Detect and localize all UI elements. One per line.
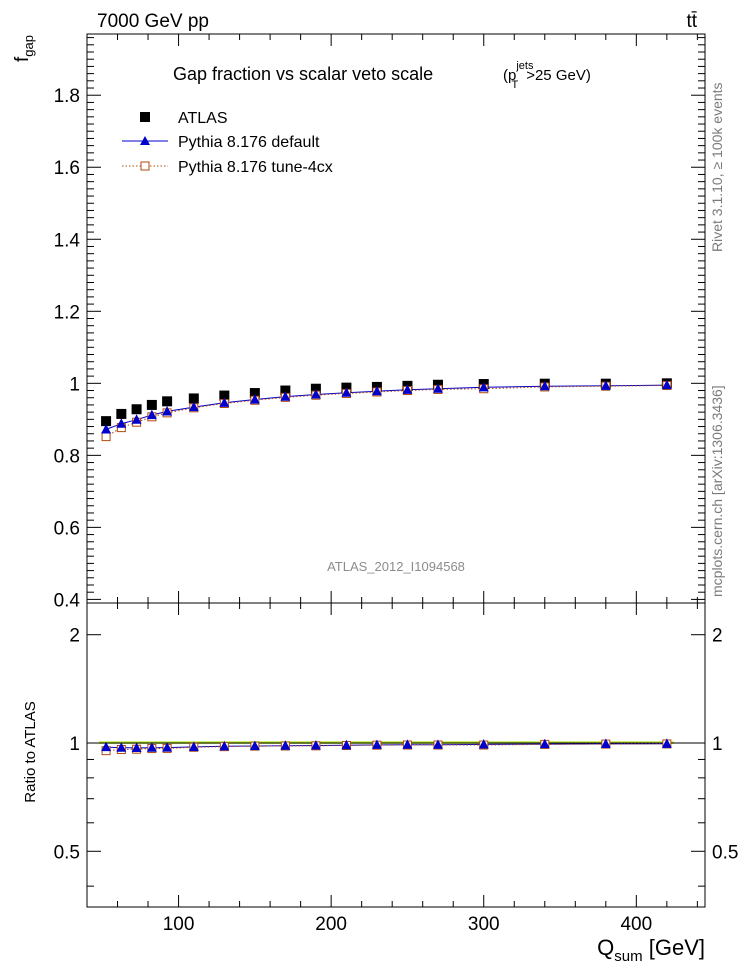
legend-marker-default bbox=[140, 136, 150, 145]
main-y-tick-label: 0.4 bbox=[54, 590, 81, 611]
default-ratio-point bbox=[188, 741, 199, 751]
atlas-point bbox=[280, 385, 291, 396]
main-y-tick-label: 1 bbox=[69, 374, 80, 395]
main-y-tick-label: 1.4 bbox=[54, 230, 81, 251]
atlas-point bbox=[131, 404, 142, 415]
default-point bbox=[371, 385, 382, 396]
legend-label-tune: Pythia 8.176 tune-4cx bbox=[178, 159, 333, 176]
default-point bbox=[402, 384, 413, 394]
default-point bbox=[600, 380, 611, 390]
default-point bbox=[101, 424, 112, 434]
default-point bbox=[478, 381, 489, 392]
ratio-panel-frame bbox=[86, 602, 706, 908]
default-ratio-point bbox=[600, 738, 611, 748]
default-point bbox=[310, 389, 321, 399]
default-point bbox=[146, 409, 157, 420]
default-ratio-point bbox=[162, 742, 173, 752]
default-ratio-point bbox=[661, 738, 672, 748]
main-y-tick-label: 0.6 bbox=[54, 518, 80, 539]
default-ratio-point bbox=[478, 739, 489, 749]
default-ratio-point bbox=[341, 739, 352, 750]
x-tick-label: 100 bbox=[163, 914, 195, 935]
default-point bbox=[249, 394, 260, 404]
default-ratio-point bbox=[310, 740, 321, 750]
main-y-tick-label: 1.2 bbox=[54, 302, 80, 323]
main-y-tick-label: 1.8 bbox=[54, 86, 80, 107]
legend-marker-atlas bbox=[140, 112, 150, 122]
atlas-point bbox=[249, 388, 260, 399]
x-axis-label-sub: sum bbox=[614, 948, 642, 965]
x-axis-label: Qsum [GeV] bbox=[597, 935, 705, 965]
rivet-version-label: Rivet 3.1.10, ≥ 100k events bbox=[709, 82, 725, 252]
default-point bbox=[661, 379, 672, 390]
ratio-y-tick-label-right: 0.5 bbox=[712, 842, 738, 863]
default-ratio-point bbox=[402, 739, 413, 749]
collision-label: 7000 GeV pp bbox=[97, 11, 209, 32]
default-point bbox=[341, 387, 352, 397]
default-point bbox=[188, 401, 199, 412]
atlas-point bbox=[188, 393, 199, 404]
default-ratio-point bbox=[433, 739, 443, 749]
default-point bbox=[539, 380, 550, 391]
series-line-tune-4cx bbox=[105, 385, 667, 438]
tune-4cx-point bbox=[101, 432, 111, 442]
atlas-point bbox=[219, 390, 230, 401]
main-y-axis-label-main: f bbox=[12, 56, 33, 62]
atlas-point bbox=[146, 399, 157, 410]
data-layer bbox=[101, 378, 672, 756]
ratio-y-tick-label-left: 2 bbox=[69, 626, 80, 647]
legend-marker-tune bbox=[140, 161, 150, 171]
legend-label-default: Pythia 8.176 default bbox=[178, 134, 320, 151]
default-ratio-point bbox=[539, 738, 550, 749]
ratio-y-tick-label-left: 0.5 bbox=[54, 842, 80, 863]
chart-title: Gap fraction vs scalar veto scale bbox=[173, 64, 433, 84]
default-ratio-point bbox=[371, 739, 382, 749]
atlas-point bbox=[162, 396, 173, 407]
ratio-y-tick-label-right: 2 bbox=[712, 626, 723, 647]
ratio-y-axis-label: Ratio to ATLAS bbox=[22, 701, 39, 802]
mcplots-reference-label: mcplots.cern.ch [arXiv:1306.3436] bbox=[709, 385, 725, 597]
default-point bbox=[162, 406, 173, 416]
x-axis-label-main: Q bbox=[597, 935, 614, 960]
legend-label-atlas: ATLAS bbox=[178, 110, 228, 127]
default-ratio-point bbox=[219, 740, 230, 751]
main-y-tick-label: 0.8 bbox=[54, 446, 80, 467]
default-point bbox=[433, 383, 443, 393]
analysis-id-label: ATLAS_2012_I1094568 bbox=[327, 559, 465, 574]
title-cut-tail: >25 GeV) bbox=[526, 67, 591, 84]
default-point bbox=[131, 414, 142, 424]
x-tick-label: 200 bbox=[315, 914, 347, 935]
default-ratio-point bbox=[131, 742, 142, 752]
x-axis-label-unit: [GeV] bbox=[643, 935, 705, 960]
chart-title-cut: (pjets T >25 GeV) bbox=[503, 60, 591, 91]
main-y-axis-label-sub: gap bbox=[21, 35, 36, 57]
x-tick-label: 400 bbox=[620, 914, 652, 935]
main-y-tick-label: 1.6 bbox=[54, 158, 80, 179]
atlas-point bbox=[101, 416, 112, 427]
default-ratio-point bbox=[146, 742, 157, 752]
chart-title-main: Gap fraction vs scalar veto scale bbox=[173, 64, 433, 84]
default-point bbox=[280, 391, 291, 401]
atlas-point bbox=[116, 408, 127, 419]
default-ratio-point bbox=[101, 741, 112, 752]
title-cut-sub: T bbox=[511, 79, 518, 91]
axes-layer: 100 200 300 400 0.4 0.6 0.8 1 1.2 1.4 1.6 1.8 0.5 0.5… bbox=[54, 34, 738, 935]
default-ratio-point bbox=[116, 742, 127, 752]
main-y-axis-label: fgap bbox=[12, 35, 36, 62]
x-tick-label: 300 bbox=[468, 914, 500, 935]
title-cut-p: (p bbox=[503, 67, 516, 84]
default-ratio-point bbox=[249, 740, 260, 751]
ratio-y-tick-label-left: 1 bbox=[69, 734, 80, 755]
default-point bbox=[219, 397, 230, 407]
legend: ATLAS Pythia 8.176 default Pythia 8.176 … bbox=[122, 110, 333, 176]
default-point bbox=[116, 418, 127, 428]
title-cut-sup: jets bbox=[515, 60, 534, 72]
atlas-point bbox=[310, 383, 321, 394]
default-ratio-point bbox=[280, 740, 291, 750]
process-label: tt̄ bbox=[686, 11, 697, 32]
ratio-y-tick-label-right: 1 bbox=[712, 734, 723, 755]
